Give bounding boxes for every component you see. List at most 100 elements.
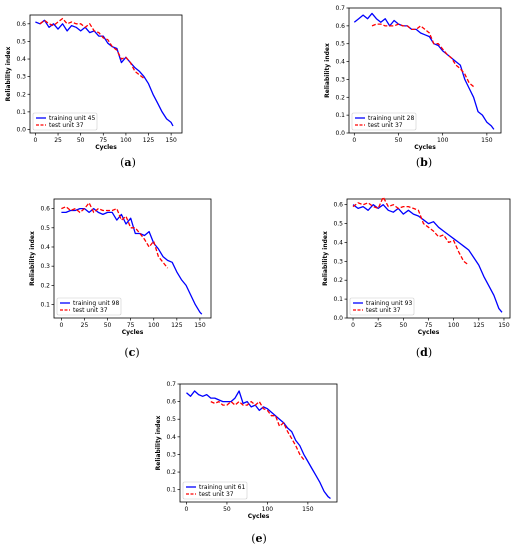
x-tick-label: 25 [54, 137, 62, 144]
legend-label: test unit 37 [366, 307, 401, 314]
x-tick-label: 75 [425, 322, 433, 329]
y-axis-label: Reliability index [5, 46, 12, 101]
x-tick-label: 75 [127, 322, 135, 329]
x-tick-label: 100 [262, 506, 274, 513]
legend-label: training unit 61 [199, 484, 246, 491]
y-tick-label: 0.4 [166, 434, 176, 441]
series-line-test [352, 196, 470, 266]
y-tick-label: 0.1 [333, 296, 343, 303]
y-tick-label: 0.6 [40, 206, 50, 213]
panel-caption: (e) [251, 532, 267, 545]
chart-panel-c: 0 25 50 75 100 125 150 0.1 0.2 0.3 0.4 0.5 0.6 Cycles… [29, 198, 212, 359]
x-axis-label: Cycles [414, 144, 436, 151]
y-tick-label: 0.2 [40, 282, 50, 289]
x-tick-label: 50 [104, 322, 112, 329]
panel-caption-letter: e [256, 532, 263, 545]
x-tick-label: 50 [400, 322, 408, 329]
y-tick-label: 0.1 [16, 109, 26, 116]
y-tick-label: 0.6 [166, 399, 176, 406]
y-axis-label: Reliability index [322, 231, 329, 286]
series-line-training [353, 12, 495, 130]
y-tick-label: 0.5 [335, 41, 345, 48]
y-tick-label: 0.5 [333, 221, 343, 228]
y-tick-label: 0.2 [335, 94, 345, 101]
x-tick-label: 100 [148, 322, 160, 329]
y-tick-label: 0.5 [166, 416, 176, 423]
legend-box [56, 297, 122, 316]
y-axis-label: Reliability index [324, 43, 331, 98]
x-tick-label: 150 [481, 137, 493, 144]
x-tick-label: 150 [165, 137, 177, 144]
y-tick-label: 0.5 [40, 225, 50, 232]
x-tick-label: 100 [448, 322, 460, 329]
y-tick-label: 0.0 [335, 130, 345, 137]
y-tick-label: 0.4 [333, 239, 343, 246]
panel-caption: (a) [120, 156, 136, 169]
x-tick-label: 125 [473, 322, 485, 329]
y-tick-label: 0.0 [333, 315, 343, 322]
x-tick-label: 0 [352, 137, 356, 144]
y-tick-label: 0.6 [333, 202, 343, 209]
panel-caption-letter: a [124, 156, 131, 169]
y-tick-label: 0.3 [166, 451, 176, 458]
legend-box [32, 112, 98, 131]
legend-label: test unit 37 [199, 491, 234, 498]
x-axis-label: Cycles [95, 144, 117, 151]
series-line-test [210, 400, 305, 461]
x-tick-label: 125 [143, 137, 155, 144]
panel-caption: (b) [416, 156, 432, 169]
y-axis-label: Reliability index [29, 231, 36, 286]
y-tick-label: 0.4 [40, 244, 50, 251]
chart-panel-e: 0 50 100 150 0.1 0.2 0.3 0.4 0.5 0.6 0.7 Cycles Reli… [155, 381, 338, 545]
y-tick-label: 0.7 [335, 5, 345, 12]
x-axis-label: Cycles [248, 513, 270, 520]
y-tick-label: 0.0 [16, 126, 26, 133]
legend-label: test unit 37 [49, 122, 84, 129]
x-tick-label: 100 [120, 137, 132, 144]
series-line-training [61, 207, 203, 315]
x-tick-label: 0 [59, 322, 63, 329]
y-tick-label: 0.1 [335, 112, 345, 119]
x-tick-label: 100 [437, 137, 449, 144]
y-tick-label: 0.3 [335, 76, 345, 83]
y-tick-label: 0.5 [16, 38, 26, 45]
y-tick-label: 0.1 [166, 487, 176, 494]
y-tick-label: 0.3 [16, 74, 26, 81]
legend-label: test unit 37 [73, 307, 108, 314]
panel-caption-letter: b [420, 156, 428, 169]
x-tick-label: 50 [77, 137, 85, 144]
series-line-training [35, 19, 174, 127]
y-tick-label: 0.2 [166, 469, 176, 476]
legend-label: training unit 28 [368, 115, 415, 122]
series-line-training [352, 204, 503, 313]
y-tick-label: 0.2 [333, 277, 343, 284]
x-tick-label: 50 [395, 137, 403, 144]
x-tick-label: 0 [34, 137, 38, 144]
series-line-test [39, 17, 145, 79]
legend-box [182, 481, 248, 500]
panel-caption-letter: d [420, 346, 428, 359]
chart-panel-d: 0 25 50 75 100 125 150 0.0 0.1 0.2 0.3 0.4 0.5 0.6 Cyc… [322, 196, 511, 359]
legend-label: test unit 37 [368, 122, 403, 129]
y-tick-label: 0.1 [40, 302, 50, 309]
x-tick-label: 150 [302, 506, 314, 513]
legend-label: training unit 98 [73, 300, 120, 307]
y-tick-label: 0.6 [335, 23, 345, 30]
legend-label: training unit 45 [49, 115, 96, 122]
x-tick-label: 0 [351, 322, 355, 329]
panel-caption: (c) [124, 346, 139, 359]
x-tick-label: 150 [194, 322, 206, 329]
legend-box [349, 297, 415, 316]
x-tick-label: 25 [374, 322, 382, 329]
chart-panel-a: 0 25 50 75 100 125 150 0.0 0.1 0.2 0.3 0.4 0.5 0.6 Cyc… [5, 14, 183, 169]
y-tick-label: 0.2 [16, 91, 26, 98]
y-tick-label: 0.6 [16, 21, 26, 28]
legend-box [351, 112, 417, 131]
y-tick-label: 0.7 [166, 381, 176, 388]
panel-caption-letter: c [129, 346, 136, 359]
y-tick-label: 0.3 [40, 263, 50, 270]
series-line-training [186, 390, 331, 500]
series-line-test [61, 202, 169, 269]
x-tick-label: 75 [99, 137, 107, 144]
